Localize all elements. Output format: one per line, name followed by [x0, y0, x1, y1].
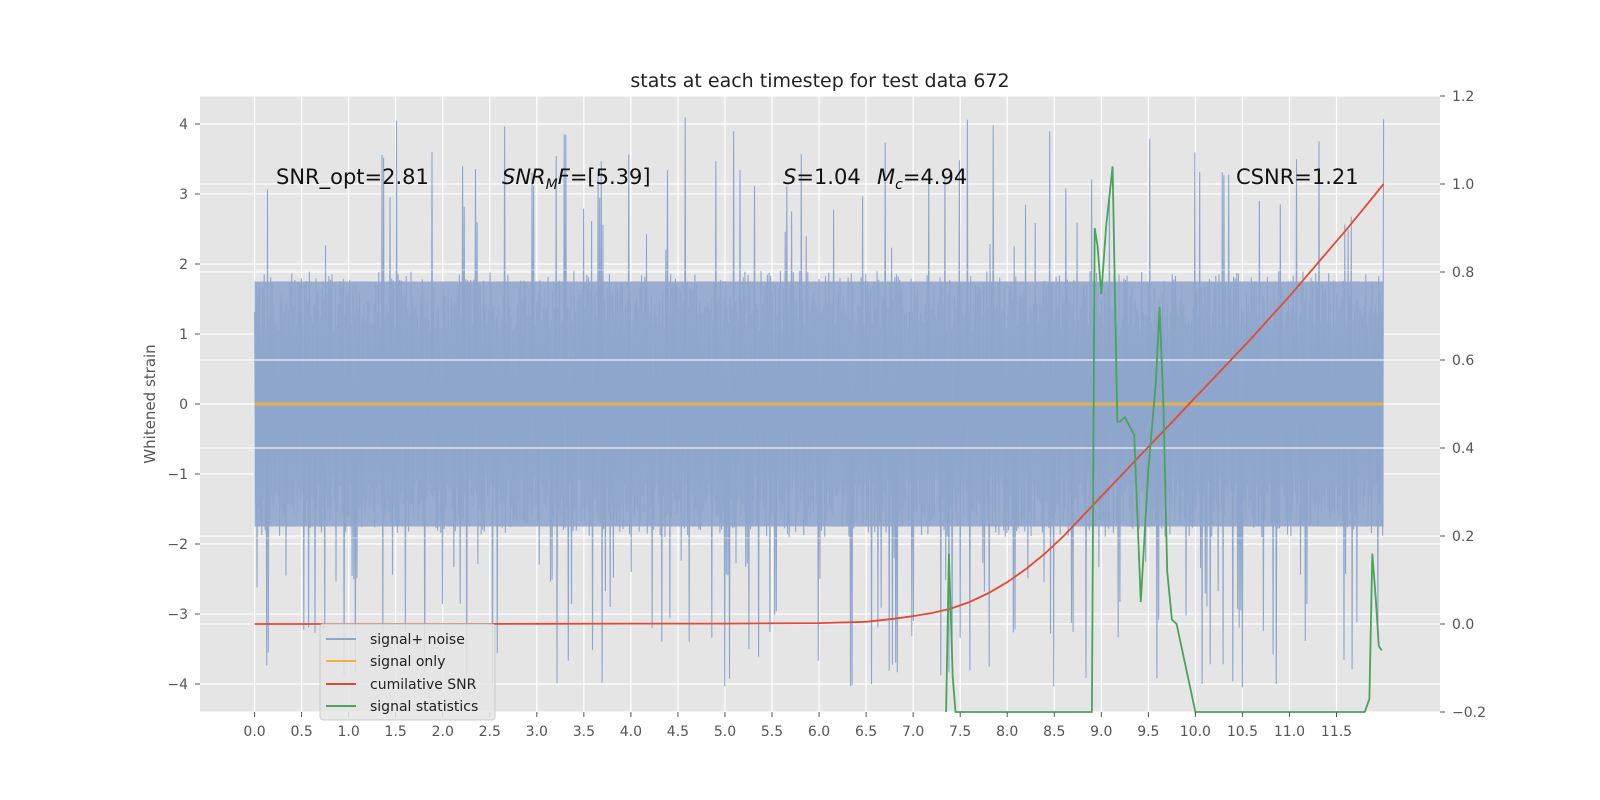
y2-tick-label: 0.6: [1452, 353, 1474, 369]
annotation-mc-value: =4.94: [903, 165, 967, 189]
x-tick-label: 2.5: [479, 724, 501, 740]
annotation-snr-mf-prefix: SNR: [502, 165, 546, 189]
y-tick-label: −1: [167, 467, 188, 483]
annotation-snr-mf-f: F: [558, 165, 571, 189]
line-series: [254, 166, 1385, 713]
x-tick-label: 3.5: [573, 724, 595, 740]
x-tick-label: 5.5: [761, 724, 783, 740]
y2-tick-label: 0.0: [1452, 617, 1474, 633]
y2-tick-label: 1.2: [1452, 89, 1474, 105]
x-tick-label: 1.5: [385, 724, 407, 740]
x-tick-label: 0.5: [290, 724, 312, 740]
series-signal-statistics-line: [945, 166, 1383, 713]
x-tick-label: 9.0: [1090, 724, 1112, 740]
annotation-s: S=1.04: [783, 165, 861, 189]
annotation-snr-mf-value: =[5.39]: [570, 165, 651, 189]
y-tick-label: −3: [167, 607, 188, 623]
y-tick-label: 4: [179, 117, 188, 133]
chart-title: stats at each timestep for test data 672: [630, 70, 1009, 92]
y2-tick-label: 0.8: [1452, 265, 1474, 281]
y-tick-label: −4: [167, 677, 188, 693]
y-tick-label: 3: [179, 187, 188, 203]
annotation-mc: Mc=4.94: [877, 165, 967, 193]
annotation-s-value: =1.04: [796, 165, 860, 189]
y-tick-label: 0: [179, 397, 188, 413]
y-tick-label: 1: [179, 327, 188, 343]
series-cumulative-snr-line: [254, 183, 1385, 625]
annotation-mc-var: M: [877, 165, 895, 189]
x-tick-label: 7.0: [902, 724, 924, 740]
x-tick-label: 11.0: [1274, 724, 1305, 740]
annotation-snr-opt: SNR_opt=2.81: [276, 165, 429, 190]
x-tick-label: 2.0: [432, 724, 454, 740]
annotation-snr-mf: SNRMF=[5.39]: [502, 165, 651, 193]
x-tick-label: 6.0: [808, 724, 830, 740]
x-tick-label: 9.5: [1137, 724, 1159, 740]
x-tick-label: 11.5: [1321, 724, 1352, 740]
x-tick-label: 3.0: [526, 724, 548, 740]
x-tick-label: 10.5: [1227, 724, 1258, 740]
legend-box: [319, 623, 496, 721]
x-tick-label: 8.0: [996, 724, 1018, 740]
annotation-mc-sub: c: [895, 177, 903, 193]
y2-tick-label: 0.2: [1452, 529, 1474, 545]
y-tick-label: 2: [179, 257, 188, 273]
x-tick-label: 1.0: [338, 724, 360, 740]
annotation-csnr: CSNR=1.21: [1236, 165, 1359, 189]
x-tick-label: 4.0: [620, 724, 642, 740]
x-tick-label: 6.5: [855, 724, 877, 740]
axis-ticks: 0.0 0.5 1.0 1.5 2.0 2.5 3.0 3.5 4.0 4.5 5.0 5.5 6.0 6…: [167, 89, 1486, 740]
legend-label-signal-noise: signal+ noise: [370, 632, 465, 648]
legend: signal+ noise signal only cumilative SNR…: [319, 623, 496, 721]
y2-tick-label: 1.0: [1452, 177, 1474, 193]
legend-label-cumulative-snr: cumilative SNR: [370, 677, 477, 693]
x-tick-label: 5.0: [714, 724, 736, 740]
y-axis-title: Whitened strain: [141, 344, 159, 463]
legend-label-signal-only: signal only: [370, 654, 445, 670]
x-tick-label: 0.0: [243, 724, 265, 740]
y-tick-label: −2: [167, 537, 188, 553]
y2-tick-label: −0.2: [1452, 705, 1486, 721]
x-tick-label: 8.5: [1043, 724, 1065, 740]
annotation-s-var: S: [783, 165, 796, 189]
annotation-snr-mf-sub: M: [546, 177, 558, 193]
x-tick-label: 10.0: [1180, 724, 1211, 740]
legend-label-signal-statistics: signal statistics: [370, 699, 478, 715]
y2-tick-label: 0.4: [1452, 441, 1474, 457]
x-tick-label: 7.5: [949, 724, 971, 740]
x-tick-label: 4.5: [667, 724, 689, 740]
